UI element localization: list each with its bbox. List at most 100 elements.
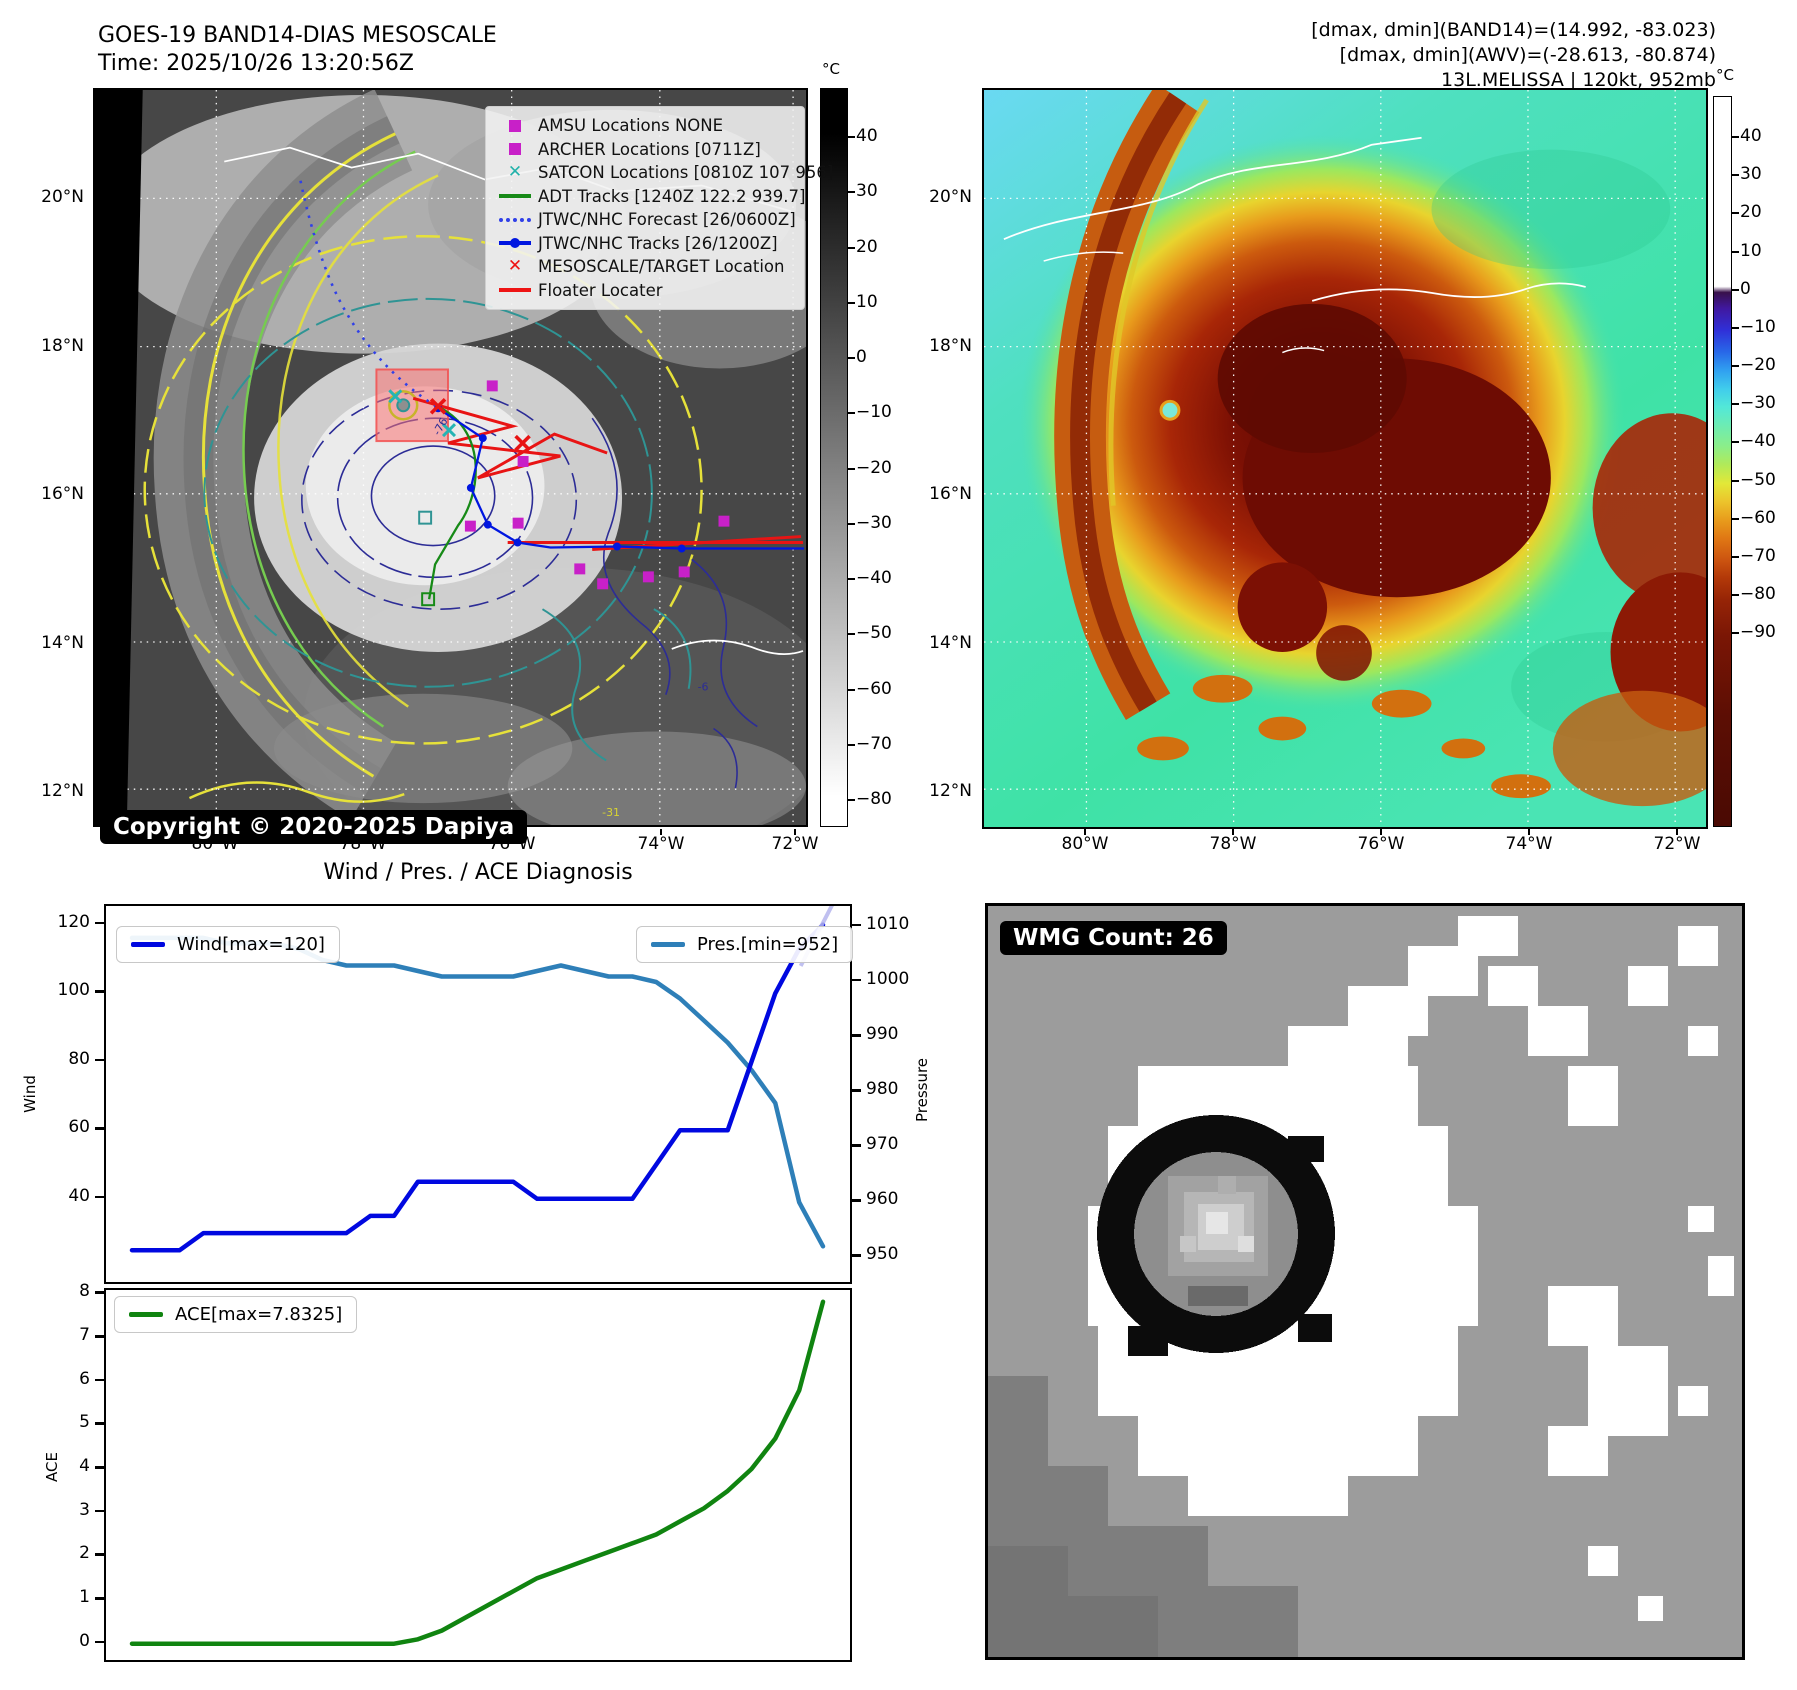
pressure-tick-label: 1010 xyxy=(866,913,910,934)
band14-colorbar-tick-mark xyxy=(848,688,855,691)
ace-tick-label: 7 xyxy=(79,1325,90,1346)
awv-colorbar-tick-label: 40 xyxy=(1740,126,1762,146)
diagnosis-title: Wind / Pres. / ACE Diagnosis xyxy=(323,860,633,885)
ace-tick-label: 3 xyxy=(79,1499,90,1520)
band14-colorbar-tick-label: 20 xyxy=(856,236,878,257)
band14-colorbar-tick-label: −80 xyxy=(856,789,892,809)
legend-item: JTWC/NHC Tracks [26/1200Z] xyxy=(492,232,798,256)
awv-colorbar-tick-mark xyxy=(1732,441,1739,444)
awv-colorbar-tick-mark xyxy=(1732,479,1739,482)
ace-plot xyxy=(129,1299,826,1646)
band14-lon-tick-mark xyxy=(660,829,662,835)
wind-tick-label: 80 xyxy=(68,1048,90,1069)
ace-tick-mark xyxy=(95,1640,104,1644)
awv-colorbar-tick-label: −50 xyxy=(1740,469,1776,490)
awv-colorbar xyxy=(1713,96,1732,827)
legend-item-label: Floater Locater xyxy=(538,280,663,300)
band14-lat-tick-label: 12°N xyxy=(41,781,84,801)
wind-tick-mark xyxy=(95,1195,104,1199)
ace-tick-mark xyxy=(95,1291,104,1294)
ace-tick-label: 1 xyxy=(79,1587,90,1608)
band14-title-block: GOES-19 BAND14-DIAS MESOSCALE Time: 2025… xyxy=(98,22,497,78)
awv-lat-tick-label: 20°N xyxy=(929,187,972,207)
legend-item: AMSU Locations NONE xyxy=(492,114,798,138)
awv-lon-tick-label: 78°W xyxy=(1209,834,1257,854)
legend-item-label: ADT Tracks [1240Z 122.2 939.7] xyxy=(538,186,806,206)
contour-teal xyxy=(203,297,653,688)
band14-title: GOES-19 BAND14-DIAS MESOSCALE xyxy=(98,23,497,48)
wind-tick-mark xyxy=(95,1058,104,1062)
awv-colorbar-tick-mark xyxy=(1732,326,1739,329)
pressure-tick-label: 1000 xyxy=(866,968,910,989)
band14-colorbar-tick-mark xyxy=(848,412,855,415)
band14-colorbar-tick-mark xyxy=(848,633,855,636)
awv-colorbar-tick-label: −90 xyxy=(1740,622,1776,643)
awv-lat-tick-label: 14°N xyxy=(929,633,972,653)
contour-navy xyxy=(370,445,496,547)
floater-track xyxy=(412,396,608,480)
band14-colorbar-tick-label: −30 xyxy=(856,512,892,533)
awv-lon-tick-mark xyxy=(1232,829,1234,835)
storm-id-intensity: 13L.MELISSA | 120kt, 952mb xyxy=(1441,69,1716,91)
pressure-legend-swatch xyxy=(651,942,685,947)
coastline-hispaniola xyxy=(1311,282,1586,302)
wind-tick-label: 60 xyxy=(68,1117,90,1138)
wind-axis-label: Wind xyxy=(21,1075,39,1113)
band14-colorbar-tick-mark xyxy=(848,246,855,249)
band14-colorbar-tick-label: 0 xyxy=(856,347,867,367)
band14-colorbar-tick-label: −40 xyxy=(856,568,892,588)
line-marker-icon xyxy=(492,238,538,249)
pressure-axis-label: Pressure xyxy=(913,1057,931,1123)
band14-colorbar-tick-mark xyxy=(848,136,855,138)
band14-colorbar-tick-label: 10 xyxy=(856,291,878,312)
band14-colorbar-tick-label: −70 xyxy=(856,733,892,754)
wind-tick-mark xyxy=(95,1127,104,1130)
band14-colorbar-tick-mark xyxy=(848,467,855,470)
wind-pressure-chart xyxy=(104,893,852,1284)
coastline-cuba xyxy=(1003,136,1422,241)
ace-legend: ACE[max=7.8325] xyxy=(114,1296,358,1333)
pressure-tick-label: 950 xyxy=(866,1244,899,1265)
wmg-count-badge: WMG Count: 26 xyxy=(1000,921,1227,955)
awv-lon-tick-mark xyxy=(1084,829,1086,835)
awv-colorbar-tick-label: −30 xyxy=(1740,393,1776,414)
ace-tick-label: 5 xyxy=(79,1412,90,1433)
band14-colorbar-tick-label: 30 xyxy=(856,181,878,202)
x-icon: ✕ xyxy=(507,162,523,183)
band14-colorbar-tick-label: −50 xyxy=(856,623,892,644)
awv-lon-tick-mark xyxy=(1528,829,1530,835)
wind-tick-mark xyxy=(95,921,104,925)
band14-colorbar-tick-label: −60 xyxy=(856,678,892,699)
wind-tick-label: 120 xyxy=(57,911,90,932)
awv-lon-tick-mark xyxy=(1380,829,1382,835)
ace-tick-mark xyxy=(95,1378,104,1382)
pressure-tick-label: 980 xyxy=(866,1079,899,1100)
awv-colorbar-tick-mark xyxy=(1732,250,1739,253)
wind-legend: Wind[max=120] xyxy=(116,926,340,963)
ace-legend-swatch xyxy=(129,1312,163,1317)
legend-item: ✕ MESOSCALE/TARGET Location xyxy=(492,255,798,279)
contour-green xyxy=(242,150,416,728)
legend-item-label: SATCON Locations [0810Z 107 956] xyxy=(538,163,834,183)
pressure-tick-label: 960 xyxy=(866,1189,899,1210)
legend-item-label: ARCHER Locations [0711Z] xyxy=(538,139,761,159)
copyright-badge: Copyright © 2020-2025 Dapiya xyxy=(100,810,528,844)
ace-tick-label: 6 xyxy=(79,1368,90,1389)
ace-tick-label: 4 xyxy=(79,1456,90,1477)
awv-colorbar-tick-label: 30 xyxy=(1740,164,1762,185)
legend-item-label: AMSU Locations NONE xyxy=(538,116,724,136)
ace-tick-mark xyxy=(95,1509,104,1513)
band14-colorbar-tick-label: −10 xyxy=(856,402,892,423)
line-icon xyxy=(492,194,538,199)
square-icon xyxy=(492,143,538,156)
dmax-dmin-awv: [dmax, dmin](AWV)=(-28.613, -80.874) xyxy=(1339,44,1716,66)
awv-lon-tick-label: 80°W xyxy=(1061,834,1109,854)
legend-item-label: MESOSCALE/TARGET Location xyxy=(538,257,785,277)
legend-item-label: JTWC/NHC Forecast [26/0600Z] xyxy=(538,210,796,230)
wind-tick-mark xyxy=(95,990,104,993)
awv-lon-tick-label: 74°W xyxy=(1505,834,1553,854)
pressure-tick-label: 970 xyxy=(866,1134,899,1155)
amsu-archer-markers xyxy=(464,380,730,590)
pressure-tick-mark xyxy=(852,1144,861,1147)
